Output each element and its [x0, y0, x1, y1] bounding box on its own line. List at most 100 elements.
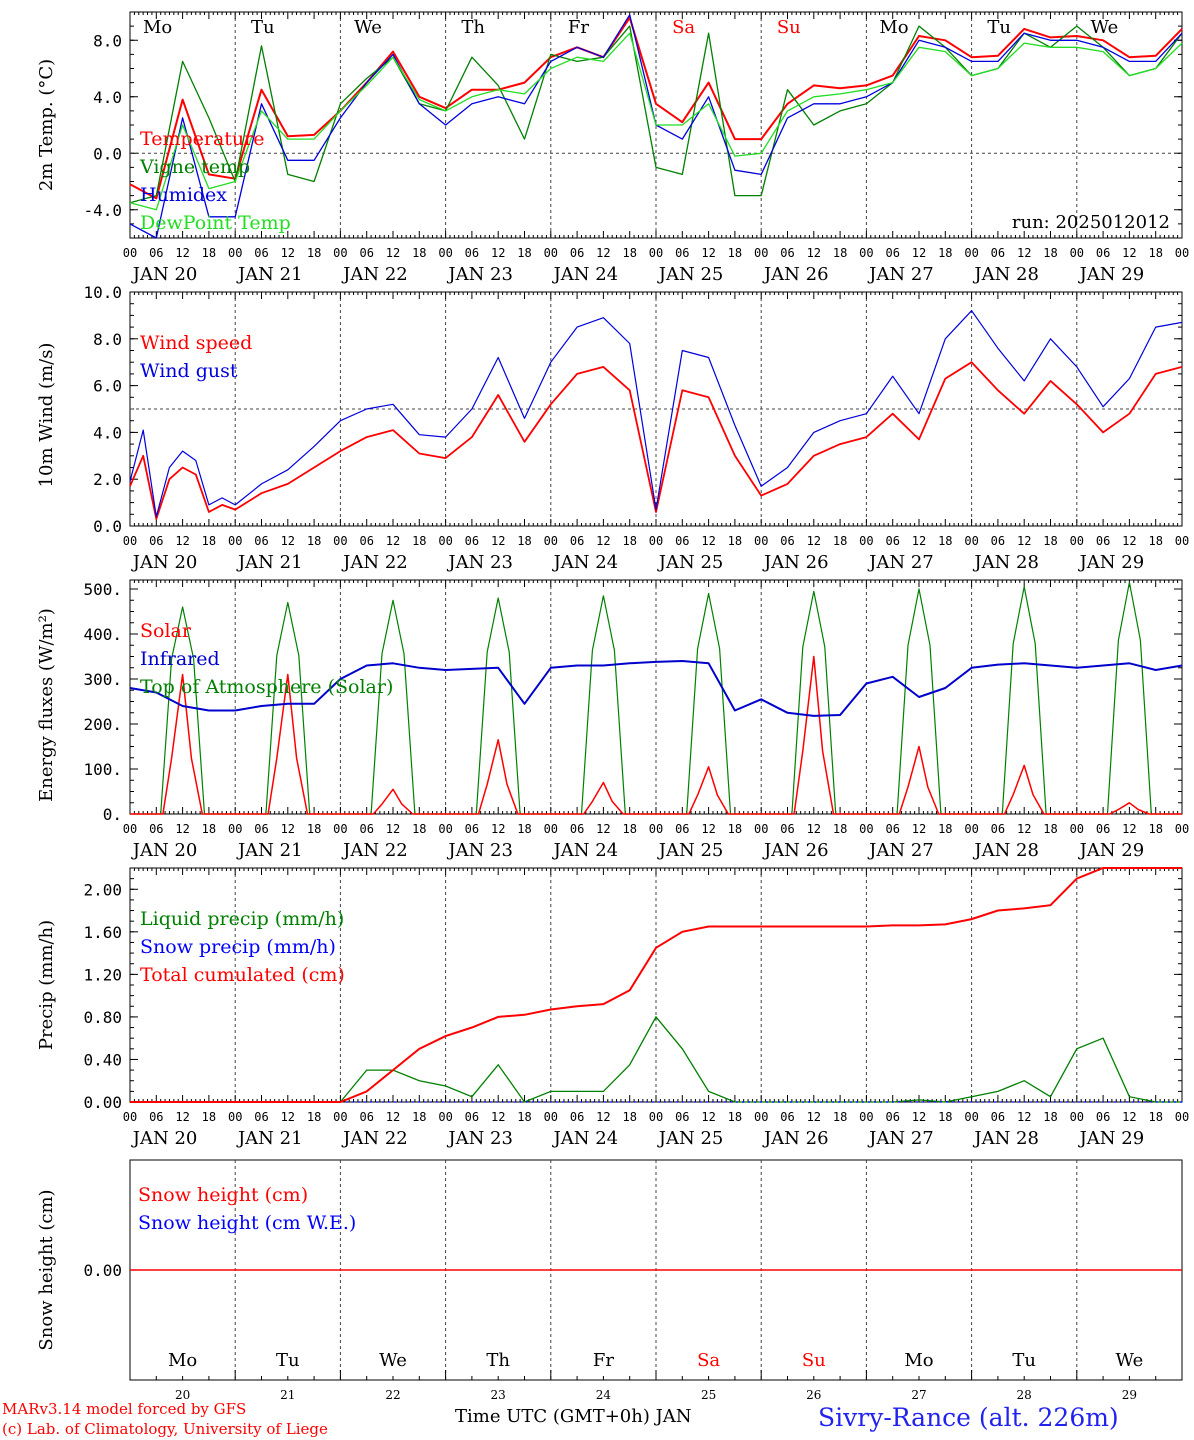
hour-tick-label: 06 [780, 1110, 794, 1124]
y-tick-label: 0.00 [83, 1261, 122, 1280]
hour-tick-label: 18 [202, 822, 216, 836]
series-total-cumulated-cm [130, 867, 1182, 1103]
hour-tick-label: 06 [359, 246, 373, 260]
y-tick-label: 4.0 [93, 88, 122, 107]
hour-tick-label: 18 [938, 822, 952, 836]
hour-tick-label: 00 [649, 1110, 663, 1124]
date-label: JAN 23 [446, 552, 513, 573]
hour-tick-label: 00 [859, 1110, 873, 1124]
hour-tick-label: 06 [570, 246, 584, 260]
hour-tick-label: 00 [964, 246, 978, 260]
hour-tick-label: 06 [991, 822, 1005, 836]
hour-tick-label: 18 [202, 534, 216, 548]
y-tick-label: -4.0 [83, 201, 122, 220]
hour-tick-label: 06 [149, 822, 163, 836]
hour-tick-label: 00 [859, 822, 873, 836]
run-label: run: 2025012012 [1012, 212, 1170, 233]
footer-copyright-line: (c) Lab. of Climatology, University of L… [2, 1420, 328, 1438]
day-name-label: Tu [251, 17, 275, 38]
hour-tick-label: 18 [728, 534, 742, 548]
y-tick-label: 0.0 [93, 517, 122, 536]
y-tick-label: 1.20 [83, 965, 122, 984]
hour-tick-label: 18 [833, 1110, 847, 1124]
hour-tick-label: 00 [228, 246, 242, 260]
hour-tick-label: 06 [991, 1110, 1005, 1124]
legend-solar: Solar [140, 620, 192, 642]
y-tick-label: 0.0 [93, 144, 122, 163]
date-label: JAN 29 [1078, 552, 1145, 573]
hour-tick-label: 12 [386, 1110, 400, 1124]
series-solar [130, 655, 1182, 815]
hour-tick-label: 00 [438, 1110, 452, 1124]
date-label: JAN 26 [762, 264, 829, 285]
hour-tick-label: 00 [333, 246, 347, 260]
date-label: JAN 29 [1078, 264, 1145, 285]
hour-tick-label: 00 [754, 534, 768, 548]
footer-model-line: MARv3.14 model forced by GFS [2, 1400, 247, 1418]
legend-top-of-atmosphere-solar: Top of Atmosphere (Solar) [140, 676, 393, 698]
date-label: JAN 20 [131, 1128, 198, 1149]
day-name-label: Th [486, 1350, 510, 1371]
hour-tick-label: 18 [517, 246, 531, 260]
date-label: JAN 23 [446, 1128, 513, 1149]
date-label: JAN 21 [236, 1128, 303, 1149]
hour-tick-label: 06 [465, 1110, 479, 1124]
hour-tick-label: 12 [491, 246, 505, 260]
hour-tick-label: 00 [123, 1110, 137, 1124]
hour-tick-label: 00 [649, 822, 663, 836]
series-liquid-precip-mm-h [130, 1015, 1182, 1103]
series-temperature [129, 16, 1183, 200]
date-label: JAN 25 [657, 840, 724, 861]
hour-tick-label: 06 [885, 1110, 899, 1124]
hour-tick-label: 18 [728, 1110, 742, 1124]
hour-tick-label: 18 [202, 1110, 216, 1124]
day-name-label: Mo [168, 1350, 197, 1371]
legend-liquid-precip-mm-h: Liquid precip (mm/h) [140, 908, 344, 930]
hour-tick-label: 06 [254, 822, 268, 836]
legend-temperature: Temperature [140, 128, 264, 150]
hour-tick-label: 12 [912, 534, 926, 548]
hour-tick-label: 12 [912, 1110, 926, 1124]
y-axis-label: 10m Wind (m/s) [36, 343, 57, 488]
hour-tick-label: 12 [596, 246, 610, 260]
date-label: JAN 21 [236, 840, 303, 861]
hour-tick-label: 18 [1148, 534, 1162, 548]
hour-tick-label: 18 [1043, 1110, 1057, 1124]
hour-tick-label: 18 [307, 1110, 321, 1124]
hour-tick-label: 00 [228, 534, 242, 548]
hour-tick-label: 18 [938, 1110, 952, 1124]
hour-tick-label: 12 [1122, 1110, 1136, 1124]
y-tick-label: 2.0 [93, 470, 122, 489]
hour-tick-label: 18 [622, 822, 636, 836]
date-label: JAN 27 [867, 552, 934, 573]
hour-tick-label: 00 [1175, 1110, 1189, 1124]
hour-tick-label: 18 [1043, 534, 1057, 548]
hour-tick-label: 12 [1017, 1110, 1031, 1124]
hour-tick-label: 06 [991, 534, 1005, 548]
hour-tick-label: 00 [754, 1110, 768, 1124]
day-name-label: Fr [593, 1350, 614, 1371]
day-number-label: 22 [385, 1388, 400, 1402]
hour-tick-label: 00 [1175, 246, 1189, 260]
hour-tick-label: 06 [570, 822, 584, 836]
hour-tick-label: 12 [175, 246, 189, 260]
hour-tick-label: 18 [833, 822, 847, 836]
hour-tick-label: 00 [228, 1110, 242, 1124]
day-number-label: 26 [806, 1388, 821, 1402]
hour-tick-label: 18 [1148, 822, 1162, 836]
hour-tick-label: 18 [517, 1110, 531, 1124]
hour-tick-label: 06 [149, 246, 163, 260]
hour-tick-label: 06 [254, 246, 268, 260]
hour-tick-label: 06 [780, 822, 794, 836]
day-name-label: We [354, 17, 382, 38]
hour-tick-label: 06 [675, 1110, 689, 1124]
hour-tick-label: 18 [1043, 822, 1057, 836]
hour-tick-label: 18 [622, 246, 636, 260]
y-tick-label: 4.0 [93, 423, 122, 442]
hour-tick-label: 06 [254, 534, 268, 548]
date-label: JAN 24 [552, 1128, 619, 1149]
hour-tick-label: 18 [728, 246, 742, 260]
hour-tick-label: 18 [1043, 246, 1057, 260]
hour-tick-label: 00 [1070, 246, 1084, 260]
hour-tick-label: 00 [1175, 534, 1189, 548]
